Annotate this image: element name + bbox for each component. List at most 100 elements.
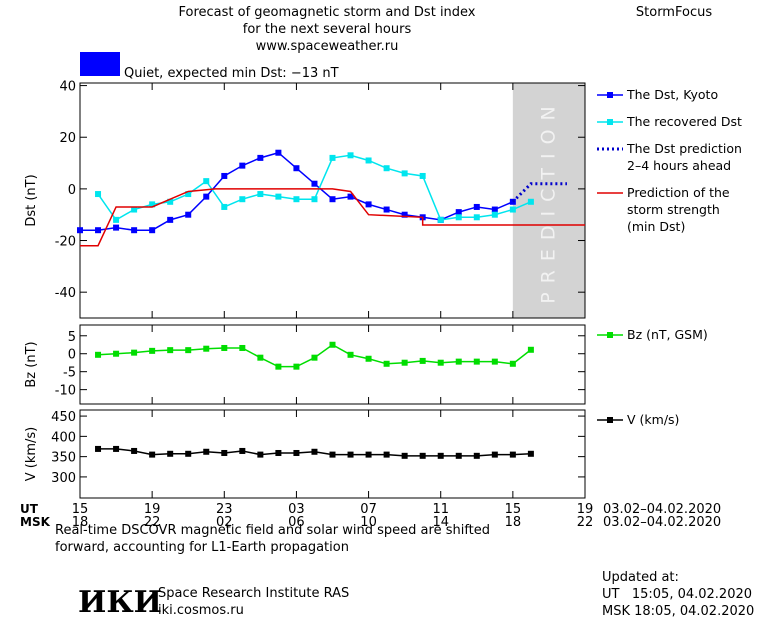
data-point	[311, 354, 318, 361]
data-point	[311, 180, 318, 187]
data-point	[167, 347, 174, 354]
data-point	[311, 448, 318, 455]
data-point	[347, 152, 354, 159]
data-point	[293, 449, 300, 456]
data-point	[329, 451, 336, 458]
y-tick-label: -10	[55, 384, 76, 399]
data-point	[401, 170, 408, 177]
institute-name: Space Research Institute RAS	[158, 586, 349, 601]
data-point	[401, 452, 408, 459]
data-point	[455, 358, 462, 365]
data-point	[203, 193, 210, 200]
data-point	[419, 452, 426, 459]
x-tick-label-msk: 10	[360, 515, 377, 530]
data-point	[257, 354, 264, 361]
y-tick-label: 5	[68, 330, 76, 345]
data-point	[203, 345, 210, 352]
legend-label: Bz (nT, GSM)	[627, 327, 708, 342]
x-tick-label: 19	[577, 502, 594, 517]
updated-label: Updated at:	[602, 570, 679, 585]
x-row-label: UT	[20, 502, 39, 516]
data-point	[95, 445, 102, 452]
data-point	[203, 448, 210, 455]
x-tick-label-msk: 14	[432, 515, 449, 530]
legend-label: Prediction of the storm strength (min Ds…	[627, 185, 730, 234]
data-point	[275, 149, 282, 156]
x-tick-label: 15	[72, 502, 89, 517]
data-point	[365, 157, 372, 164]
data-point	[257, 191, 264, 198]
y-tick-label: -20	[55, 235, 76, 250]
data-point	[347, 193, 354, 200]
y-tick-label: -40	[55, 286, 76, 301]
data-point	[347, 451, 354, 458]
data-point	[239, 196, 246, 203]
y-tick-label: 400	[51, 430, 76, 445]
updated-line: UT 15:05, 04.02.2020	[602, 587, 752, 602]
data-point	[473, 452, 480, 459]
plot-frame	[79, 409, 586, 499]
legend-label: The Dst, Kyoto	[627, 87, 719, 102]
data-point	[491, 358, 498, 365]
legend-label: V (km/s)	[627, 412, 680, 427]
data-point	[149, 347, 156, 354]
data-point	[437, 452, 444, 459]
data-point	[383, 451, 390, 458]
data-point	[275, 449, 282, 456]
data-point	[113, 445, 120, 452]
data-point	[383, 206, 390, 213]
data-point	[383, 360, 390, 367]
data-point	[311, 196, 318, 203]
x-tick-label: 07	[360, 502, 377, 517]
data-point	[491, 451, 498, 458]
data-point	[455, 209, 462, 216]
data-point	[113, 224, 120, 231]
data-point	[365, 355, 372, 362]
data-point	[383, 165, 390, 172]
date-range: 03.02–04.02.2020	[603, 502, 721, 517]
data-point	[491, 211, 498, 218]
data-point	[257, 451, 264, 458]
x-tick-label: 03	[288, 502, 305, 517]
data-point	[113, 216, 120, 223]
y-tick-label: 40	[59, 80, 76, 95]
data-point	[509, 451, 516, 458]
data-point	[185, 191, 192, 198]
data-point	[473, 358, 480, 365]
data-point	[149, 201, 156, 208]
legend-marker	[607, 92, 613, 98]
data-point	[185, 347, 192, 354]
data-point	[437, 216, 444, 223]
legend-marker	[607, 332, 613, 338]
date-range: 03.02–04.02.2020	[603, 515, 721, 530]
y-tick-label: 20	[59, 131, 76, 146]
data-point	[527, 450, 534, 457]
y-tick-label: 0	[68, 348, 76, 363]
data-point	[293, 363, 300, 370]
logo: ИКИ	[78, 585, 162, 620]
x-tick-label-msk: 22	[577, 515, 594, 530]
data-point	[473, 214, 480, 221]
x-row-label: MSK	[20, 515, 51, 529]
data-point	[401, 211, 408, 218]
y-tick-label: 450	[51, 410, 76, 425]
title-line: Forecast of geomagnetic storm and Dst in…	[178, 5, 475, 20]
data-point	[167, 450, 174, 457]
data-point	[347, 351, 354, 358]
data-point	[239, 447, 246, 454]
x-tick-label: 15	[505, 502, 522, 517]
data-point	[95, 227, 102, 234]
data-point	[221, 203, 228, 210]
data-point	[473, 203, 480, 210]
data-point	[239, 344, 246, 351]
data-point	[455, 452, 462, 459]
data-point	[527, 346, 534, 353]
data-point	[527, 198, 534, 205]
y-axis-label: V (km/s)	[24, 427, 39, 482]
data-point	[167, 216, 174, 223]
legend-label: The recovered Dst	[627, 114, 742, 129]
data-point	[329, 341, 336, 348]
data-point	[293, 196, 300, 203]
data-point	[401, 359, 408, 366]
x-tick-label: 19	[144, 502, 161, 517]
